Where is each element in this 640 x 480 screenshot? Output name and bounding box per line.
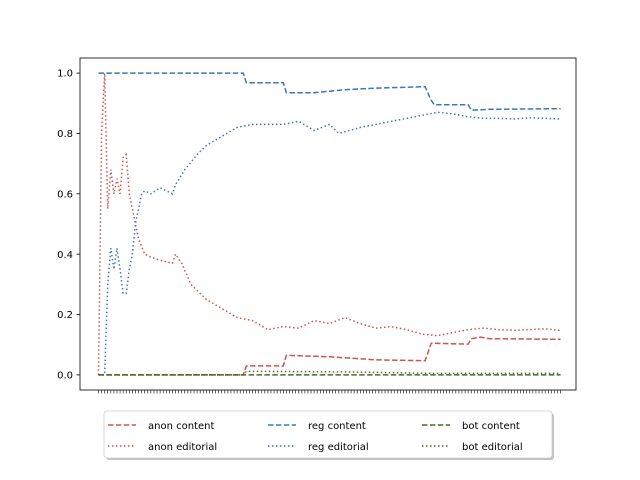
y-tick-label: 0.8 [57,129,73,140]
y-tick-label: 0.2 [57,310,73,321]
legend-label: anon content [148,421,214,432]
legend-label: bot content [462,421,520,432]
y-tick-label: 0.0 [57,371,73,382]
legend-label: anon editorial [148,442,217,453]
series-line-reg-editorial [98,111,561,376]
legend-box [103,410,553,459]
y-tick-label: 0.6 [57,189,73,200]
legend: anon content anon editorial reg content reg… [103,410,554,460]
legend-label: reg editorial [308,442,369,453]
plot-area: 0.0 0.2 0.4 0.6 0.8 1.0 [57,57,577,394]
series-line-bot-editorial [98,370,561,376]
series-line-anon-content [98,336,561,376]
series-line-reg-content [98,72,561,111]
series-line-anon-editorial [97,73,561,375]
axes-frame [79,57,577,391]
y-tick-label: 0.4 [57,250,73,261]
legend-label: reg content [308,421,366,432]
legend-label: bot editorial [462,442,523,453]
y-tick-label: 1.0 [57,69,73,80]
